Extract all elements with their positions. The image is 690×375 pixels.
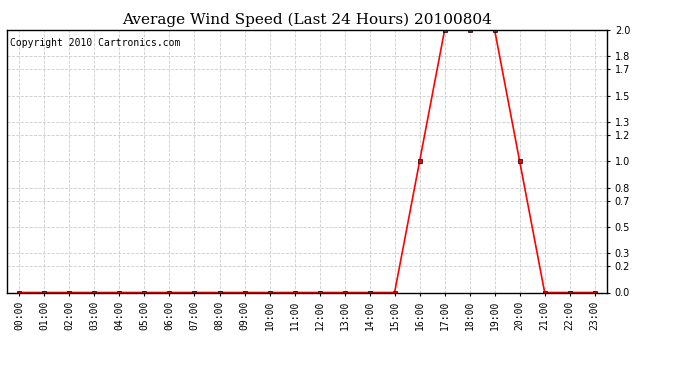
Text: Copyright 2010 Cartronics.com: Copyright 2010 Cartronics.com	[10, 38, 180, 48]
Title: Average Wind Speed (Last 24 Hours) 20100804: Average Wind Speed (Last 24 Hours) 20100…	[122, 13, 492, 27]
